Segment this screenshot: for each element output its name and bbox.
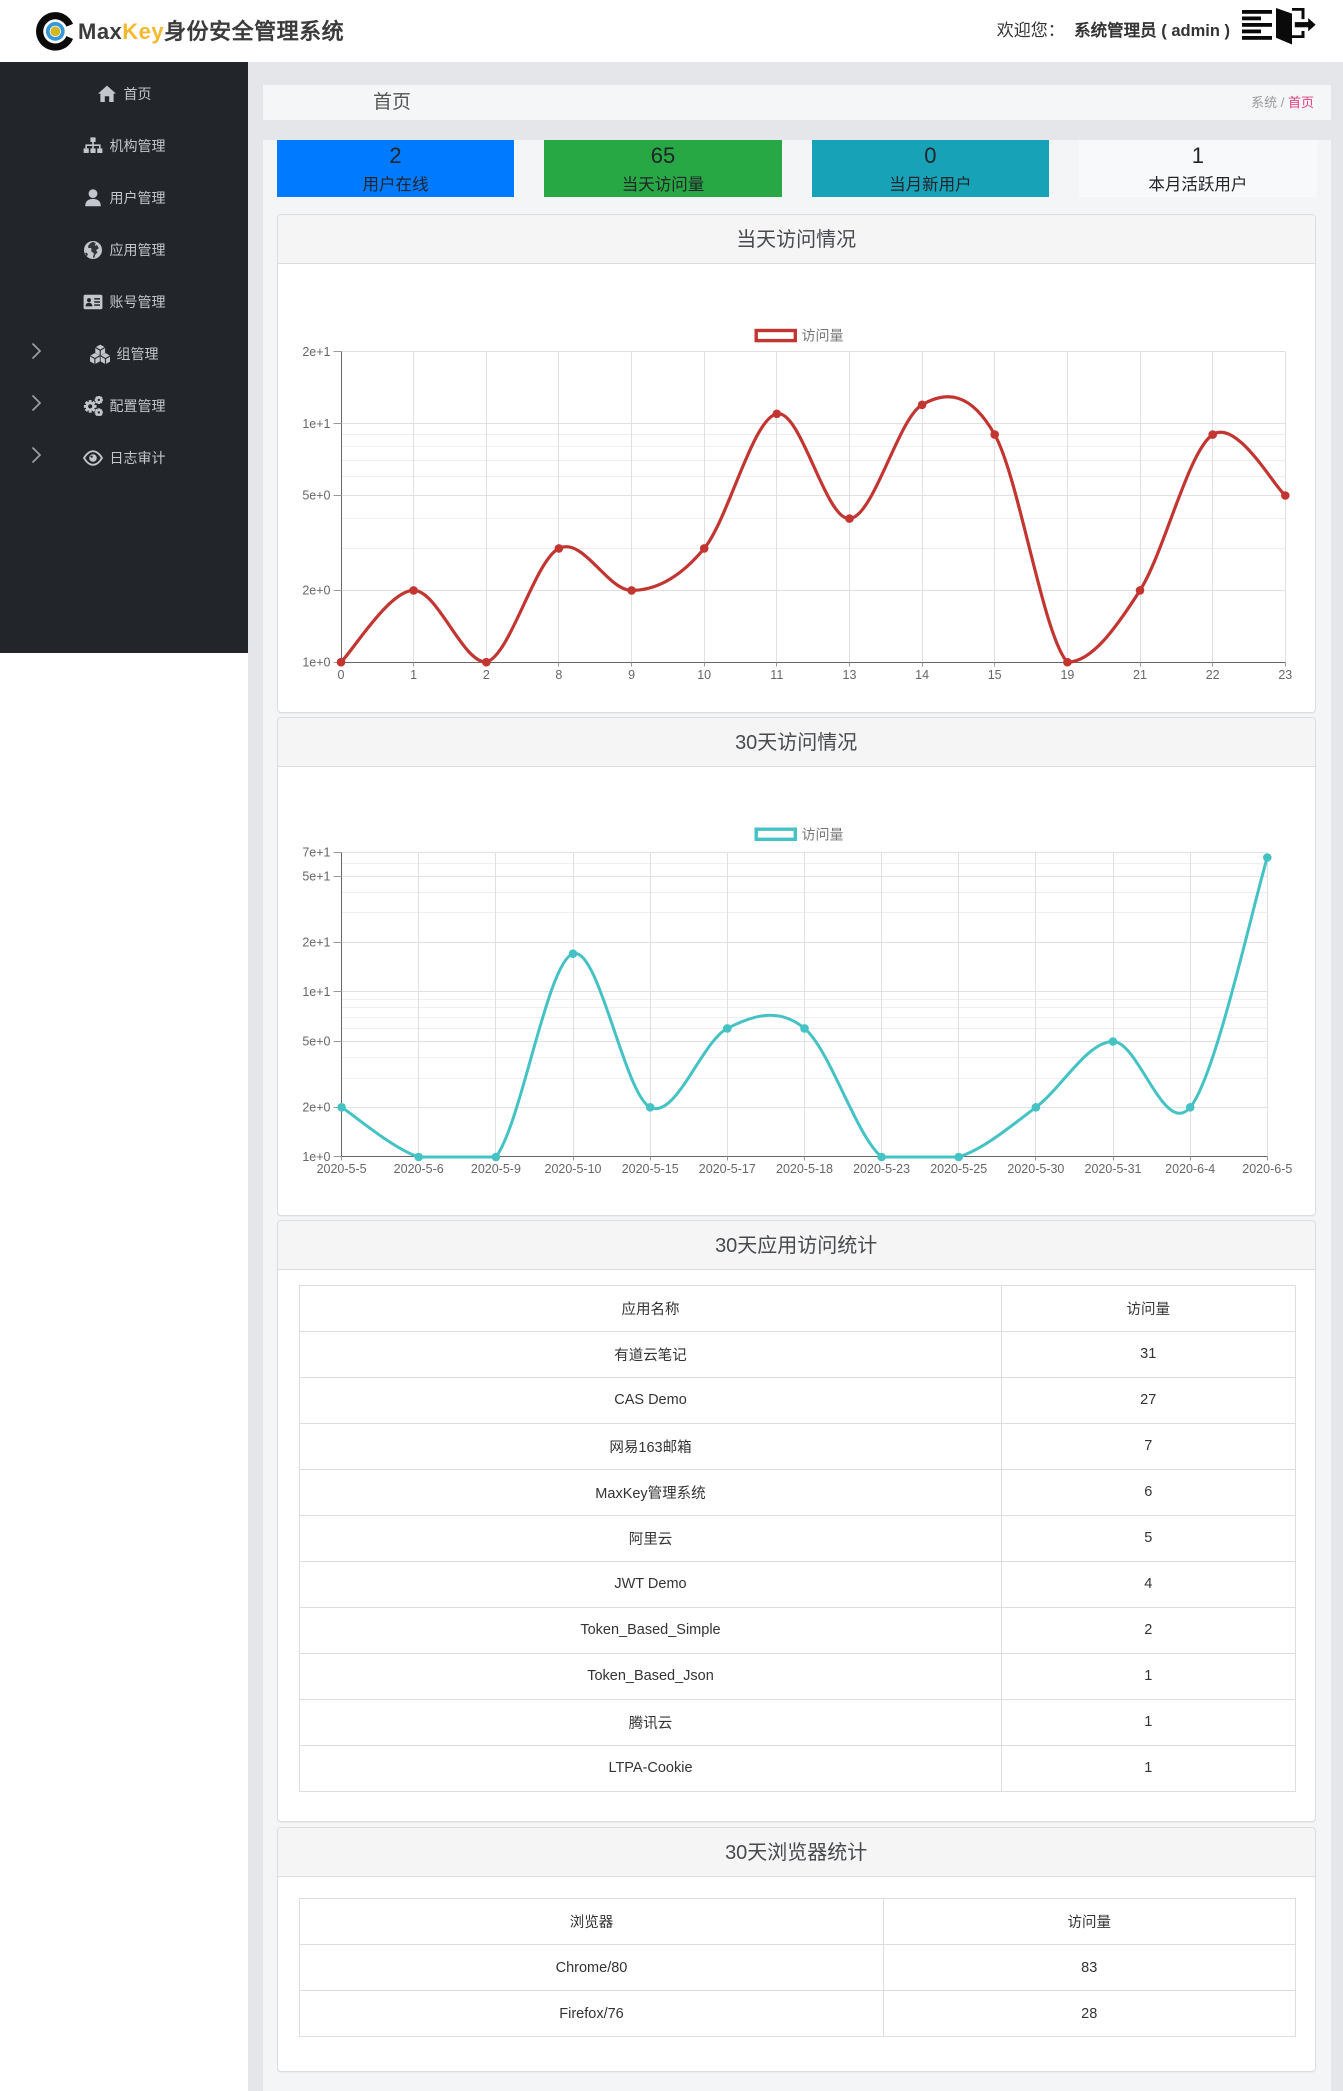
- svg-text:2020-5-31: 2020-5-31: [1085, 1162, 1142, 1176]
- svg-text:1e+0: 1e+0: [302, 1150, 330, 1164]
- svg-text:2e+1: 2e+1: [302, 935, 330, 949]
- svg-text:2e+0: 2e+0: [302, 584, 330, 598]
- svg-text:19: 19: [1060, 668, 1074, 682]
- svg-text:7e+1: 7e+1: [302, 845, 330, 859]
- svg-text:23: 23: [1278, 668, 1292, 682]
- svg-text:22: 22: [1206, 668, 1220, 682]
- svg-text:2020-5-30: 2020-5-30: [1007, 1162, 1064, 1176]
- svg-text:21: 21: [1133, 668, 1147, 682]
- svg-text:访问量: 访问量: [802, 826, 844, 842]
- svg-text:2020-5-5: 2020-5-5: [317, 1162, 367, 1176]
- svg-text:15: 15: [988, 668, 1002, 682]
- svg-text:2: 2: [483, 668, 490, 682]
- svg-text:2020-5-25: 2020-5-25: [930, 1162, 987, 1176]
- svg-text:5e+1: 5e+1: [302, 870, 330, 884]
- svg-text:2020-5-10: 2020-5-10: [545, 1162, 602, 1176]
- svg-text:2e+0: 2e+0: [302, 1101, 330, 1115]
- svg-text:0: 0: [338, 668, 345, 682]
- svg-text:2020-5-23: 2020-5-23: [853, 1162, 910, 1176]
- svg-text:2020-6-5: 2020-6-5: [1242, 1162, 1292, 1176]
- svg-text:1e+0: 1e+0: [302, 655, 330, 669]
- svg-text:2020-5-17: 2020-5-17: [699, 1162, 756, 1176]
- svg-text:11: 11: [770, 668, 783, 682]
- svg-text:1: 1: [410, 668, 417, 682]
- svg-text:2020-5-6: 2020-5-6: [394, 1162, 444, 1176]
- svg-text:5e+0: 5e+0: [302, 489, 330, 503]
- svg-text:1e+1: 1e+1: [302, 417, 330, 431]
- svg-text:9: 9: [628, 668, 635, 682]
- svg-text:2020-5-9: 2020-5-9: [471, 1162, 521, 1176]
- svg-text:1e+1: 1e+1: [302, 985, 330, 999]
- svg-text:2e+1: 2e+1: [302, 345, 330, 359]
- svg-text:5e+0: 5e+0: [302, 1035, 330, 1049]
- svg-text:2020-5-15: 2020-5-15: [622, 1162, 679, 1176]
- svg-text:8: 8: [555, 668, 562, 682]
- svg-text:访问量: 访问量: [802, 328, 844, 344]
- svg-text:2020-6-4: 2020-6-4: [1165, 1162, 1215, 1176]
- svg-text:14: 14: [915, 668, 929, 682]
- svg-text:13: 13: [843, 668, 857, 682]
- svg-text:10: 10: [697, 668, 711, 682]
- svg-text:2020-5-18: 2020-5-18: [776, 1162, 833, 1176]
